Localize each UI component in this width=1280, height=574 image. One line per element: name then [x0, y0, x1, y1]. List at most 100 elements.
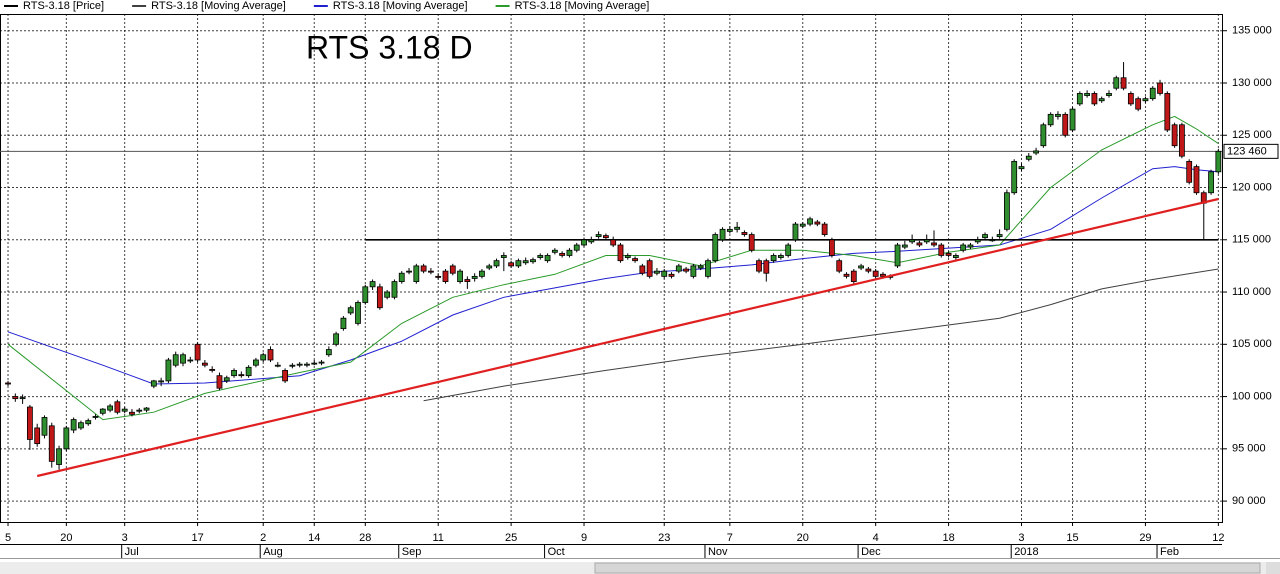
candle-body — [1215, 150, 1222, 173]
candle-body — [880, 273, 886, 277]
candle-body — [581, 239, 587, 246]
month-label: Nov — [708, 546, 728, 558]
candle-body — [588, 239, 595, 243]
candle-body — [792, 223, 799, 241]
candle-body — [865, 268, 872, 272]
chart-title: RTS 3.18 D — [306, 29, 473, 65]
x-tick-label: 18 — [942, 532, 954, 544]
candle-body — [194, 343, 201, 361]
candle-body — [515, 260, 522, 267]
x-tick-label: 15 — [1066, 532, 1078, 544]
candle-body — [1120, 77, 1127, 89]
candle-body — [449, 265, 456, 274]
candle-body — [829, 239, 835, 256]
candle-body — [129, 411, 135, 415]
candle-body — [624, 255, 631, 258]
x-tick-label: 3 — [122, 532, 128, 544]
scrollbar[interactable] — [0, 562, 1280, 574]
month-label: Dec — [861, 546, 881, 558]
candle-body — [734, 226, 741, 230]
candle-body — [850, 270, 857, 282]
candle-body — [675, 265, 682, 272]
candle-body — [41, 417, 48, 436]
candle-body — [107, 405, 113, 411]
x-tick-label: 4 — [873, 532, 879, 544]
candle-body — [756, 260, 762, 272]
candle-body — [1135, 98, 1142, 110]
candle-body — [1127, 93, 1134, 105]
y-tick-label: 120 000 — [1232, 181, 1272, 193]
scrollbar-thumb[interactable] — [594, 562, 1261, 574]
candle-body — [223, 377, 230, 382]
x-tick-label: 12 — [1212, 532, 1224, 544]
last-price-label: 123 460 — [1227, 145, 1267, 157]
candle-body — [814, 221, 821, 225]
scrollbar-arrow[interactable] — [1266, 562, 1280, 574]
x-tick-label: 20 — [797, 532, 809, 544]
candle-body — [420, 265, 427, 272]
legend-label: RTS-3.18 [Moving Average] — [515, 0, 650, 12]
candle-body — [70, 419, 77, 431]
month-label: Aug — [263, 546, 283, 558]
candle-body — [376, 286, 383, 309]
legend-entry: RTS-3.18 [Moving Average] — [495, 0, 650, 12]
candle-body — [661, 270, 668, 277]
candle-body — [894, 244, 901, 267]
candle-body — [391, 281, 398, 298]
candle-body — [1106, 93, 1112, 96]
x-tick-label: 14 — [308, 532, 320, 544]
y-tick-label: 110 000 — [1232, 286, 1271, 298]
candle-body — [34, 427, 41, 445]
candle-body — [777, 255, 784, 258]
y-tick-label: 90 000 — [1232, 495, 1266, 507]
candle-body — [1033, 150, 1039, 154]
candle-body — [150, 380, 157, 387]
candle-body — [967, 244, 974, 248]
month-label: Feb — [1160, 546, 1179, 558]
y-tick-label: 135 000 — [1232, 25, 1272, 37]
candle-body — [872, 270, 879, 277]
plot-frame — [0, 14, 1223, 523]
candle-body — [464, 279, 471, 282]
candle-body — [486, 265, 493, 269]
candle-body — [158, 380, 165, 383]
candle-body — [442, 270, 449, 282]
candle-body — [114, 401, 121, 413]
candle-body — [479, 270, 485, 277]
candle-body — [960, 244, 967, 251]
candle-body — [19, 397, 26, 400]
candle-body — [245, 366, 252, 377]
candle-body — [1004, 192, 1010, 230]
candle-body — [5, 382, 11, 385]
month-label: Oct — [548, 546, 565, 558]
candle-body — [748, 234, 755, 251]
candle-body — [1164, 93, 1171, 131]
candle-body — [355, 302, 361, 324]
candle-body — [347, 307, 354, 314]
candle-body — [901, 244, 908, 248]
y-tick-label: 130 000 — [1232, 77, 1272, 89]
candle-body — [916, 242, 923, 246]
candle-body — [1091, 93, 1098, 105]
candle-body — [821, 223, 828, 235]
candle-body — [974, 239, 981, 243]
candle-body — [537, 255, 544, 258]
candle-body — [500, 255, 507, 258]
candle-body — [785, 244, 792, 256]
candle-body — [726, 228, 733, 232]
candle-body — [843, 273, 850, 277]
candle-body — [989, 239, 996, 242]
candle-body — [654, 270, 660, 274]
candle-body — [311, 362, 318, 365]
moving-average-line — [423, 268, 1219, 402]
candle-body — [143, 407, 150, 411]
x-tick-label: 28 — [359, 532, 371, 544]
legend-label: RTS-3.18 [Moving Average] — [151, 0, 286, 12]
candle-body — [938, 244, 945, 256]
y-tick-label: 100 000 — [1232, 390, 1272, 402]
x-tick-label: 20 — [60, 532, 72, 544]
candle-body — [610, 239, 617, 246]
